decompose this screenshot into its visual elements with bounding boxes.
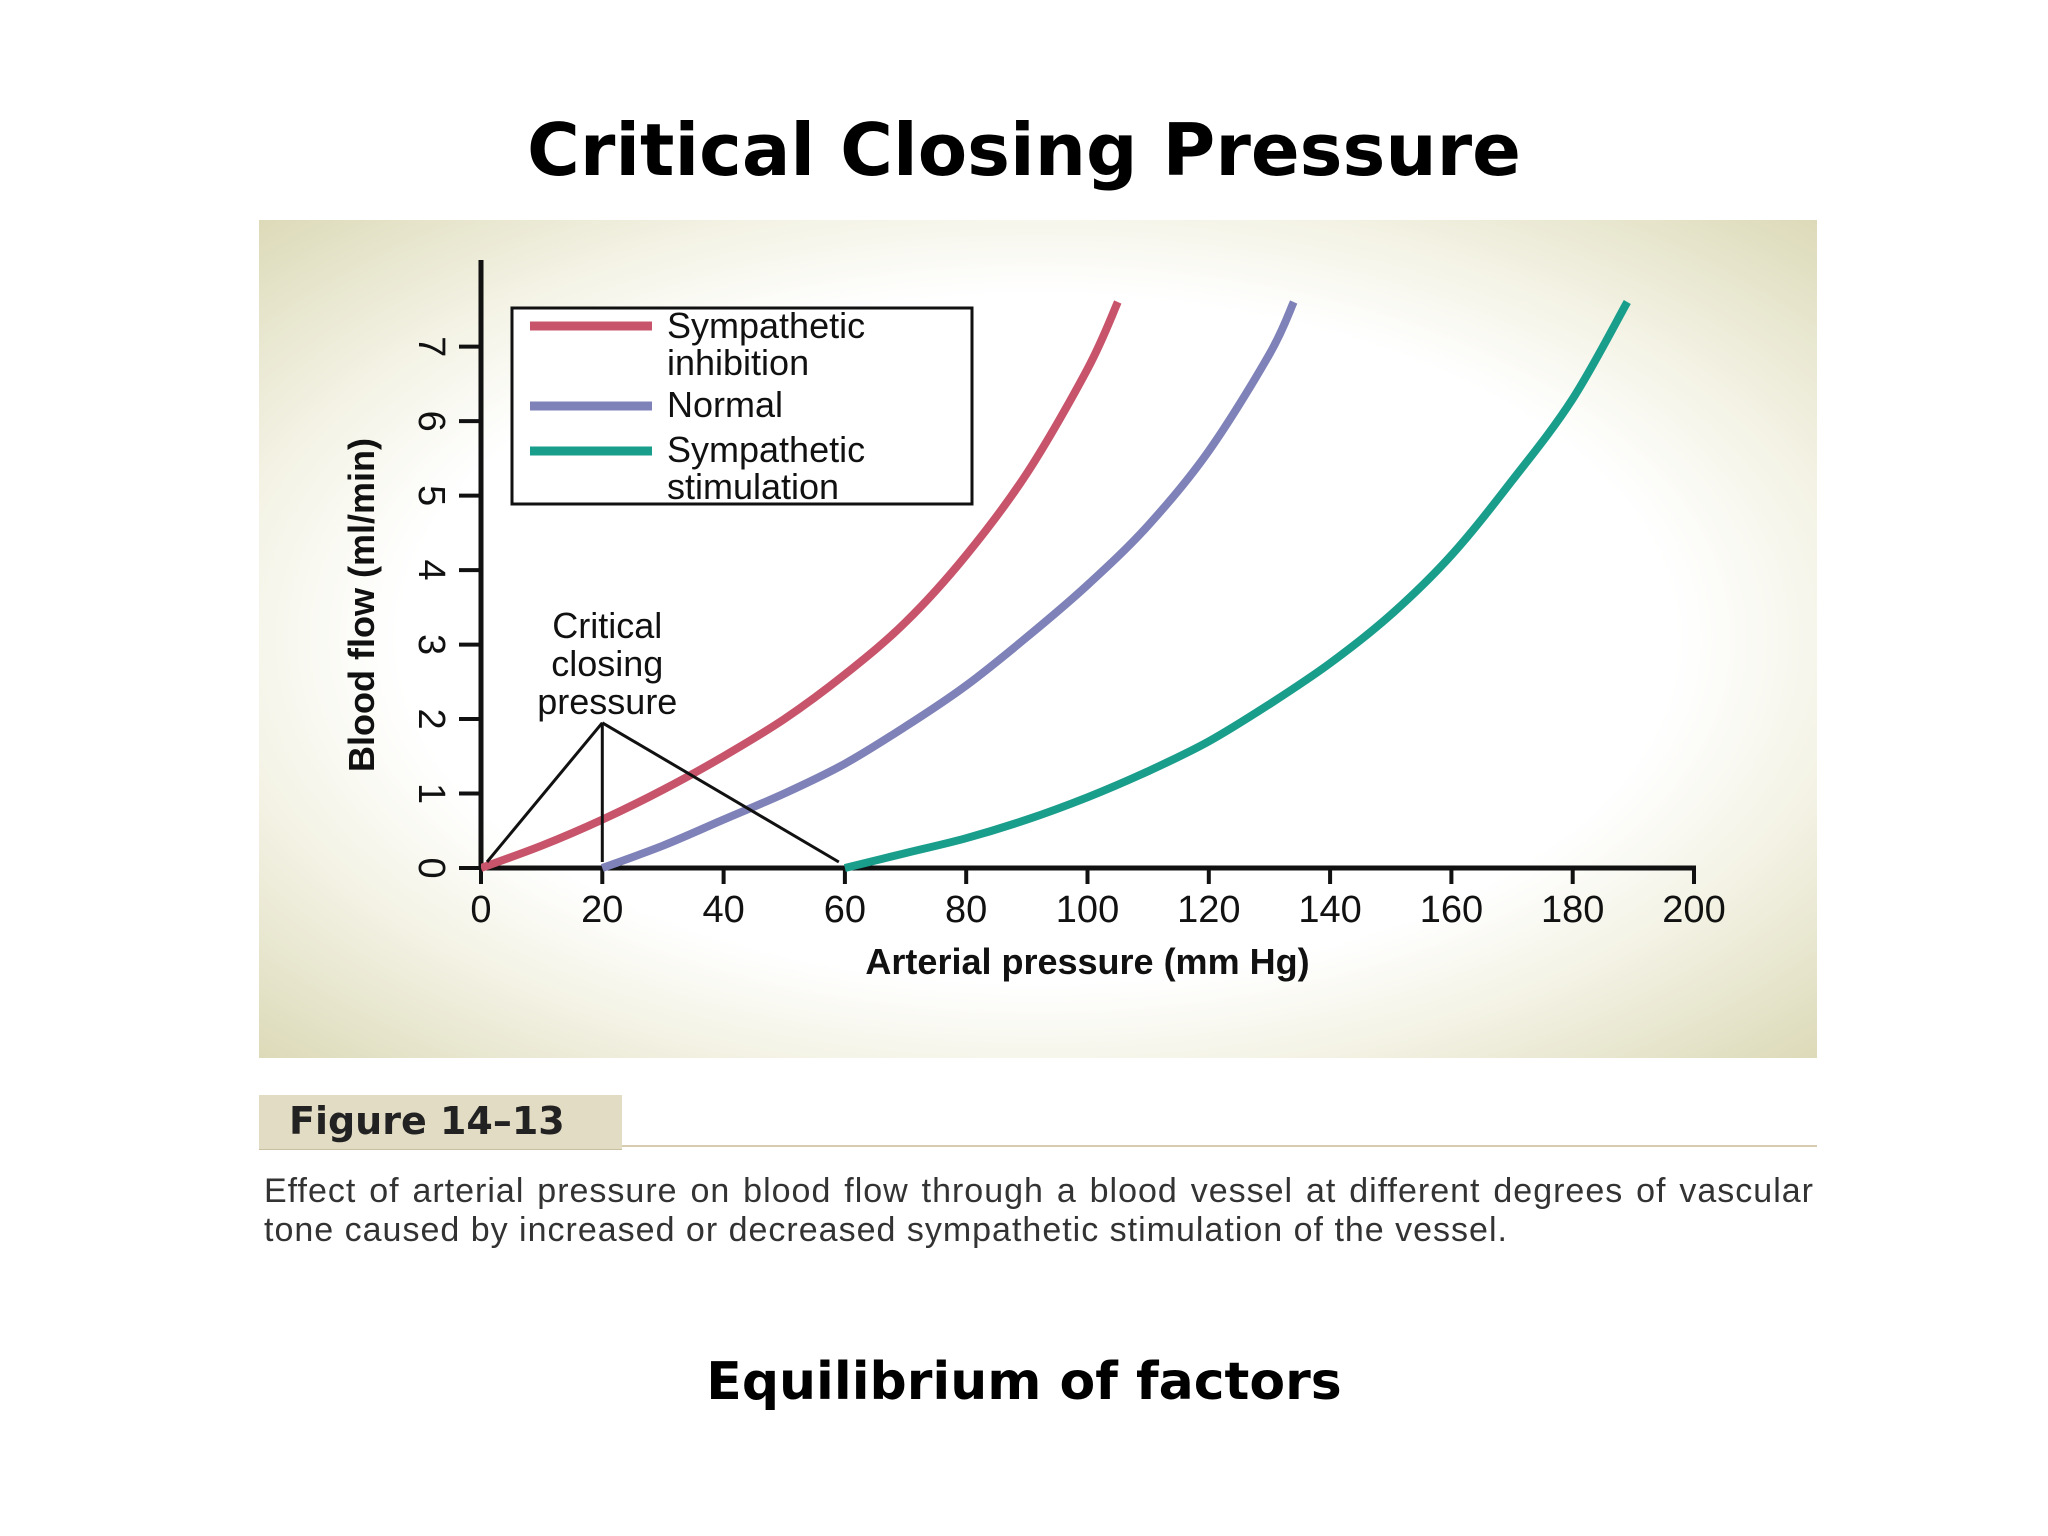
y-axis-title: Blood flow (ml/min) bbox=[341, 438, 382, 772]
blood-flow-chart: 0 1 2 3 4 5 6 7 0 20 40 60 80 100 120 140 160 180 200 Arter… bbox=[341, 260, 1726, 982]
y-tick-label: 1 bbox=[410, 783, 452, 804]
legend-label-3: Sympathetic bbox=[667, 429, 865, 470]
annotation-label-line: pressure bbox=[537, 681, 677, 722]
y-tick-label: 5 bbox=[410, 485, 452, 506]
caption-divider bbox=[622, 1145, 1817, 1147]
x-tick-label: 40 bbox=[702, 889, 744, 931]
legend-label-2: Normal bbox=[667, 384, 783, 425]
y-tick-label: 3 bbox=[410, 634, 452, 655]
legend-label-1: inhibition bbox=[667, 342, 809, 383]
x-axis-title: Arterial pressure (mm Hg) bbox=[865, 941, 1309, 982]
x-tick-label: 120 bbox=[1177, 889, 1240, 931]
slide-subtitle: Equilibrium of factors bbox=[706, 1352, 1342, 1412]
y-tick-label: 2 bbox=[410, 708, 452, 729]
annotation-pointer-1 bbox=[485, 721, 604, 863]
legend-label-1: Sympathetic bbox=[667, 305, 865, 346]
annotation-label-line: closing bbox=[551, 643, 663, 684]
x-tick-label: 0 bbox=[470, 889, 491, 931]
figure-label: Figure 14–13 bbox=[289, 1099, 565, 1143]
y-tick-label: 0 bbox=[410, 857, 452, 878]
x-tick-label: 20 bbox=[581, 889, 623, 931]
x-tick-label: 160 bbox=[1420, 889, 1483, 931]
x-tick-label: 60 bbox=[824, 889, 866, 931]
y-tick-label: 6 bbox=[410, 411, 452, 432]
legend-label-3: stimulation bbox=[667, 466, 839, 507]
x-tick-label: 140 bbox=[1298, 889, 1361, 931]
figure-caption: Effect of arterial pressure on blood flo… bbox=[264, 1172, 1814, 1249]
x-tick-label: 80 bbox=[945, 889, 987, 931]
figure-panel: 0 1 2 3 4 5 6 7 0 20 40 60 80 100 120 140 160 180 200 Arter… bbox=[259, 220, 1817, 1058]
y-tick-label: 7 bbox=[410, 336, 452, 357]
series-line-3 bbox=[843, 300, 1631, 872]
slide-title: Critical Closing Pressure bbox=[527, 108, 1521, 192]
x-tick-label: 180 bbox=[1541, 889, 1604, 931]
annotation-label-line: Critical bbox=[552, 605, 662, 646]
y-tick-label: 4 bbox=[410, 560, 452, 581]
series-line-2 bbox=[600, 300, 1298, 872]
x-tick-label: 100 bbox=[1056, 889, 1119, 931]
x-tick-label: 200 bbox=[1662, 889, 1725, 931]
annotation-pointer-3 bbox=[601, 721, 840, 864]
figure-label-box: Figure 14–13 bbox=[259, 1095, 622, 1150]
